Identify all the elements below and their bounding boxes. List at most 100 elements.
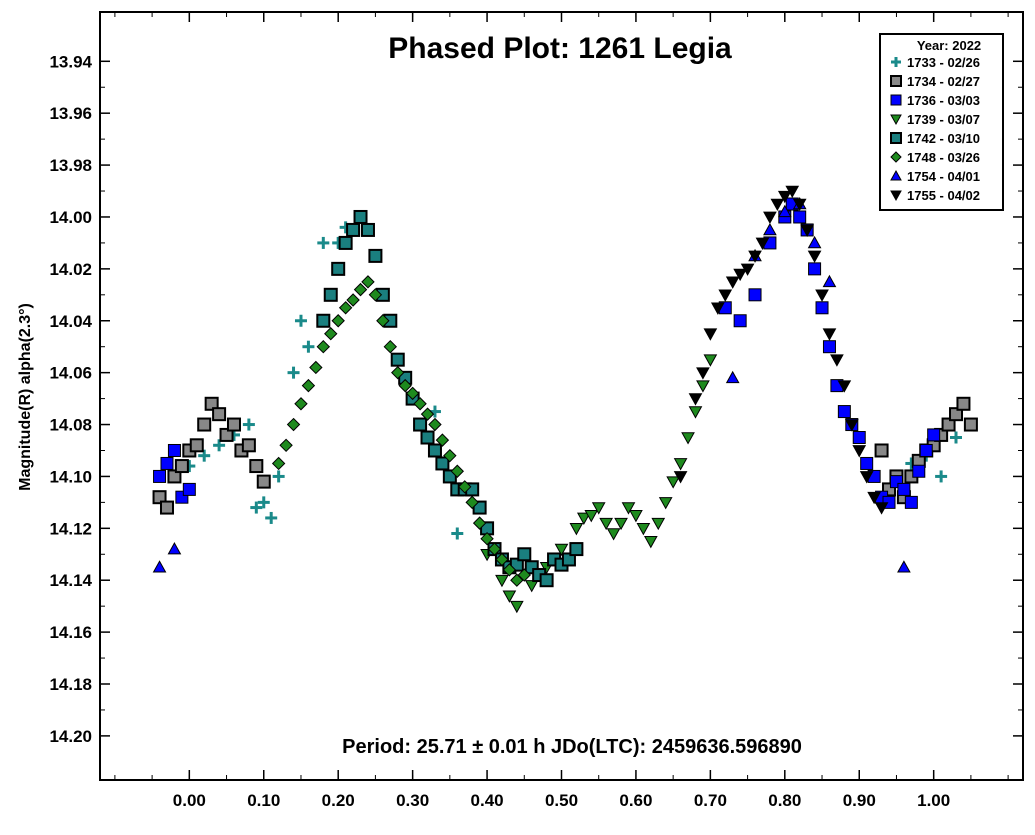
- data-point: [309, 360, 323, 375]
- data-point: [242, 418, 255, 431]
- data-point: [152, 560, 167, 573]
- legend-marker: [891, 57, 901, 67]
- data-point: [897, 482, 911, 496]
- data-point: [271, 456, 286, 471]
- data-point: [353, 282, 368, 297]
- legend-marker: [890, 190, 902, 202]
- data-point: [368, 288, 383, 302]
- data-point: [688, 406, 703, 419]
- data-point: [919, 443, 933, 457]
- data-point: [822, 274, 837, 288]
- legend-title: Year: 2022: [917, 38, 981, 53]
- data-point: [317, 236, 330, 249]
- data-point: [167, 443, 181, 457]
- data-point: [643, 535, 658, 549]
- data-point: [748, 250, 762, 263]
- data-point: [561, 552, 576, 567]
- data-point: [301, 378, 316, 393]
- y-tick-label: 14.12: [49, 519, 92, 538]
- data-point: [912, 464, 926, 478]
- data-point: [265, 511, 278, 524]
- data-point: [279, 438, 293, 453]
- data-point: [808, 262, 822, 276]
- data-point: [777, 190, 792, 204]
- data-point: [621, 502, 636, 515]
- data-point: [167, 542, 182, 555]
- data-point: [509, 600, 524, 614]
- legend-marker: [890, 94, 902, 106]
- data-point: [458, 480, 472, 494]
- y-tick-label: 14.20: [49, 727, 92, 746]
- legend-marker: [890, 75, 902, 87]
- legend-label: 1739 - 03/07: [907, 112, 980, 127]
- y-axis: 13.94 13.96 13.98 14.00 14.02 14.04 14.06 14.08…: [49, 52, 1023, 746]
- data-point: [167, 469, 182, 484]
- data-point: [718, 289, 733, 302]
- data-point: [443, 448, 457, 463]
- data-point: [725, 370, 740, 384]
- data-point: [383, 339, 398, 354]
- legend: Year: 2022 1733 - 02/26 1734 - 02/27 1736 …: [879, 33, 1004, 211]
- data-point: [353, 209, 368, 224]
- data-point: [815, 301, 829, 315]
- data-point: [844, 419, 859, 432]
- chart-title: Phased Plot: 1261 Legia: [388, 32, 732, 65]
- data-point: [517, 547, 532, 562]
- legend-label: 1736 - 03/03: [907, 93, 980, 108]
- data-point: [182, 482, 196, 496]
- data-point: [391, 365, 405, 380]
- data-point: [160, 456, 174, 470]
- data-point: [287, 366, 300, 379]
- data-point: [517, 568, 531, 582]
- data-point: [360, 222, 375, 237]
- data-point: [748, 288, 762, 302]
- data-point: [956, 396, 971, 411]
- data-point: [480, 531, 494, 546]
- y-tick-label: 13.94: [49, 52, 92, 71]
- data-point: [294, 397, 308, 411]
- data-point: [740, 263, 755, 276]
- data-point: [197, 417, 212, 432]
- y-tick-label: 13.96: [49, 104, 92, 123]
- data-point: [398, 378, 412, 393]
- data-point: [152, 490, 167, 505]
- data-points: [152, 185, 978, 614]
- data-point: [413, 397, 427, 411]
- data-point: [390, 352, 405, 367]
- data-point: [859, 471, 874, 484]
- data-point: [897, 560, 911, 573]
- x-tick-label: 0.70: [694, 791, 727, 810]
- x-tick-label: 0.00: [173, 791, 206, 810]
- y-tick-label: 14.06: [49, 364, 92, 383]
- data-point: [524, 580, 539, 593]
- data-point: [204, 396, 219, 411]
- data-point: [606, 528, 621, 541]
- data-point: [219, 427, 234, 442]
- data-point: [272, 470, 285, 483]
- data-point: [822, 340, 836, 354]
- data-point: [323, 287, 338, 302]
- data-point: [963, 417, 978, 432]
- data-point: [763, 222, 777, 236]
- data-point: [487, 542, 502, 556]
- data-point: [361, 275, 375, 289]
- data-point: [658, 497, 673, 510]
- data-point: [256, 474, 271, 489]
- data-point: [949, 407, 964, 422]
- x-tick-label: 0.40: [471, 791, 504, 810]
- x-tick-label: 0.30: [396, 791, 429, 810]
- data-point: [860, 456, 874, 470]
- data-point: [710, 302, 725, 315]
- data-point: [420, 407, 435, 421]
- data-point: [584, 510, 599, 523]
- data-point: [800, 224, 814, 237]
- data-point: [569, 523, 584, 536]
- data-point: [807, 235, 822, 249]
- data-point: [629, 510, 643, 523]
- data-point: [807, 250, 822, 263]
- data-point: [316, 339, 331, 354]
- x-tick-label: 0.10: [247, 791, 280, 810]
- data-point: [941, 417, 956, 432]
- data-point: [770, 198, 785, 212]
